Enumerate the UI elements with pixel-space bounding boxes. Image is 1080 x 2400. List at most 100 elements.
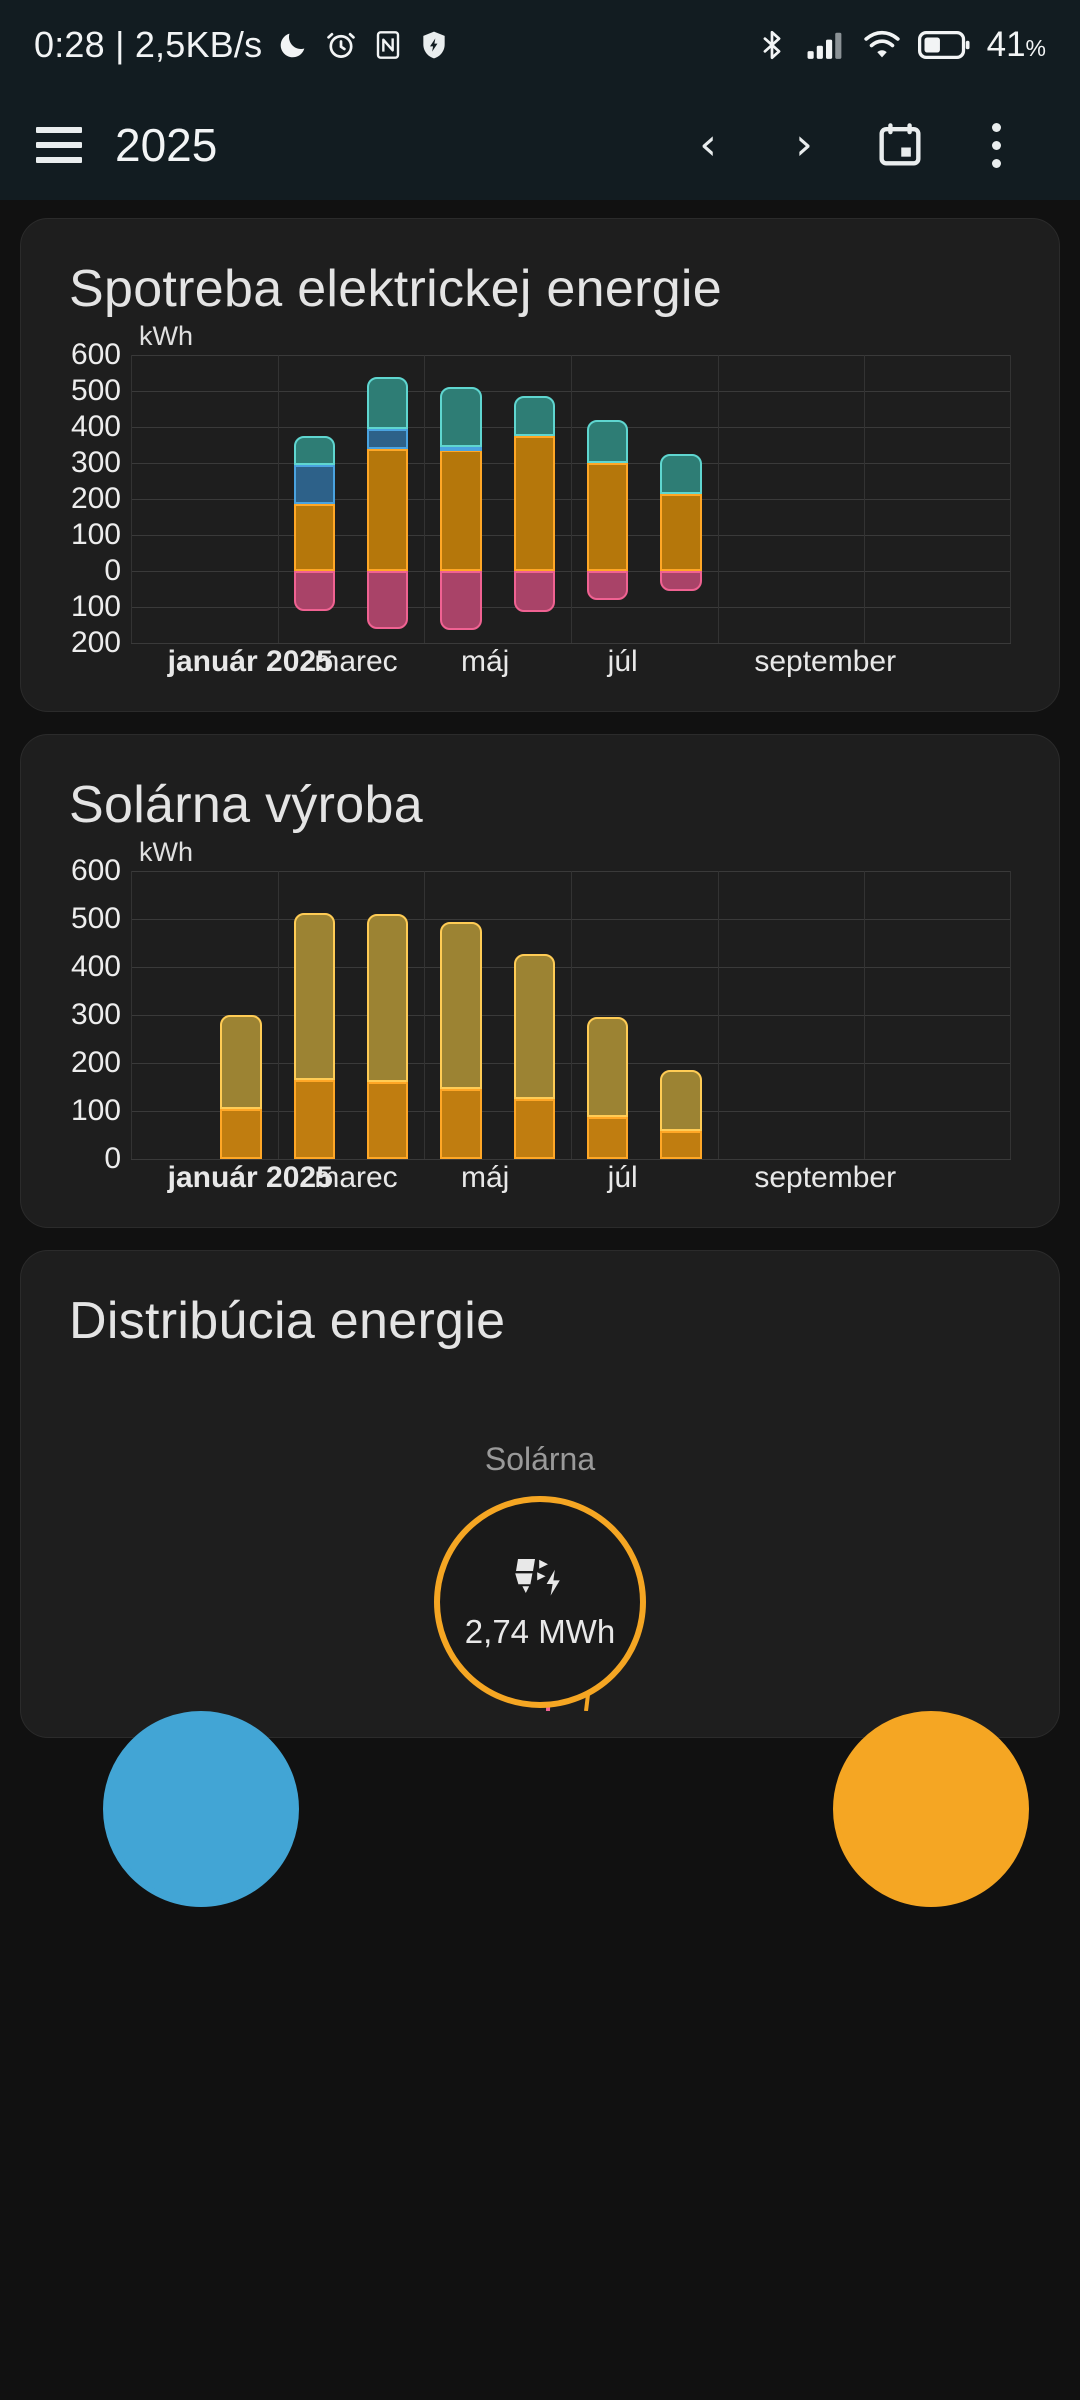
hamburger-icon[interactable] [36, 127, 82, 163]
gridline-vertical [131, 355, 132, 643]
node-secondary-right[interactable] [833, 1711, 1029, 1907]
solar-panel-bolt-icon [510, 1553, 570, 1607]
bar-segment-teal [440, 387, 482, 447]
status-bar: 0:28 | 2,5KB/s [0, 0, 1080, 90]
status-bar-left: 0:28 | 2,5KB/s [34, 24, 450, 66]
x-axis-consumption: január 2025 marec máj júl september [131, 645, 1011, 685]
bar-segment-light-olive [513, 954, 555, 1099]
bar-máj[interactable] [440, 355, 482, 643]
y-axis-tick: 500 [70, 374, 121, 407]
bar-segment-pink [660, 571, 702, 591]
x-axis-tick: marec [314, 645, 398, 678]
bar-február[interactable] [220, 355, 261, 643]
bar-júl[interactable] [587, 355, 629, 643]
bar-segment-teal [587, 419, 629, 463]
bar-júl[interactable] [587, 871, 629, 1159]
x-axis-tick: január 2025 [167, 645, 333, 678]
node-solar[interactable]: 2,74 MWh [434, 1496, 646, 1708]
bar-segment-dark-orange [440, 1089, 482, 1159]
status-clock: 0:28 | 2,5KB/s [34, 24, 263, 65]
signal-icon [806, 28, 846, 62]
bar-segment-pink [367, 571, 409, 629]
bar-segment-orange [367, 448, 409, 571]
gridline-vertical [717, 871, 719, 1159]
gridline-vertical [277, 871, 279, 1159]
y-axis-tick: 200 [70, 1046, 121, 1079]
gridline-vertical [424, 871, 426, 1159]
node-secondary-left[interactable] [103, 1711, 299, 1907]
bar-marec[interactable] [293, 871, 335, 1159]
bar-segment-dark-orange [220, 1108, 262, 1159]
chevron-right-icon: › [795, 119, 813, 170]
bar-segment-dark-orange [660, 1131, 702, 1159]
content-scroll[interactable]: Spotreba elektrickej energie kWh 600 500 4… [0, 200, 1080, 1907]
battery-percent: 41% [987, 25, 1046, 65]
y-axis-tick: 100 [70, 590, 121, 623]
x-axis-tick: júl [607, 1161, 638, 1194]
bar-segment-pink [513, 571, 555, 613]
bar-segment-blue [293, 464, 335, 505]
x-axis-solar: január 2025 marec máj júl september [131, 1161, 1011, 1201]
bar-august[interactable] [660, 355, 702, 643]
node-value-solar: 2,74 MWh [464, 1613, 616, 1650]
overflow-menu-button[interactable] [948, 97, 1044, 193]
card-consumption[interactable]: Spotreba elektrickej energie kWh 600 500 4… [20, 218, 1060, 712]
card-title-solar: Solárna výroba [69, 776, 423, 834]
chart-consumption[interactable]: kWh 600 500 400 300 200 100 0 100 200 január 202… [51, 321, 1029, 685]
card-distribution[interactable]: Distribúcia energie Solárna [20, 1250, 1060, 1907]
bar-segment-orange [293, 504, 335, 571]
bar-segment-light-olive [293, 912, 335, 1080]
app-bar: 2025 ‹ › [0, 90, 1080, 200]
x-axis-tick: júl [607, 645, 638, 678]
bar-segment-teal [660, 454, 702, 494]
gridline-vertical [864, 355, 866, 643]
bar-segment-teal [293, 436, 335, 465]
more-vertical-icon [991, 122, 1001, 168]
x-axis-tick: máj [461, 645, 510, 678]
battery-percent-value: 41 [986, 25, 1026, 64]
page-title: 2025 [115, 119, 218, 171]
bar-segment-light-olive [220, 1015, 262, 1109]
y-axis-unit-consumption: kWh [139, 321, 193, 351]
percent-sign: % [1025, 35, 1046, 61]
gridline-vertical [277, 355, 279, 643]
y-axis-tick: 300 [70, 998, 121, 1031]
bar-august[interactable] [660, 871, 702, 1159]
node-label-solar: Solárna [484, 1441, 596, 1477]
gridline-horizontal [131, 1159, 1011, 1160]
bar-segment-light-olive [587, 1016, 629, 1117]
bar-apríl[interactable] [367, 871, 409, 1159]
x-axis-tick: máj [461, 1161, 510, 1194]
x-axis-tick: marec [314, 1161, 398, 1194]
chart-solar[interactable]: kWh 600 500 400 300 200 100 0 január 2025 marec… [51, 837, 1029, 1201]
y-axis-tick: 0 [104, 1142, 121, 1175]
card-solar[interactable]: Solárna výroba kWh 600 500 400 300 200 100 0 j… [20, 734, 1060, 1228]
y-axis-tick: 500 [70, 902, 121, 935]
bar-segment-dark-orange [367, 1082, 409, 1159]
bar-segment-pink [293, 571, 335, 611]
bar-segment-orange [513, 436, 555, 571]
card-title-consumption: Spotreba elektrickej energie [69, 260, 722, 318]
x-axis-tick: január 2025 [167, 1161, 333, 1194]
gridline-vertical [424, 355, 426, 643]
bar-máj[interactable] [440, 871, 482, 1159]
bar-jún[interactable] [513, 871, 555, 1159]
alarm-icon [324, 28, 358, 62]
y-axis-tick: 400 [70, 410, 121, 443]
calendar-button[interactable] [852, 97, 948, 193]
bar-segment-orange [660, 493, 702, 571]
y-axis-unit-solar: kWh [139, 837, 193, 867]
y-axis-tick: 300 [70, 446, 121, 479]
previous-period-button[interactable]: ‹ [660, 97, 756, 193]
calendar-icon [875, 120, 925, 170]
next-period-button[interactable]: › [756, 97, 852, 193]
wifi-icon [863, 28, 901, 62]
energy-distribution-diagram[interactable]: Solárna 2,74 MWh [51, 1381, 1029, 1907]
bar-marec[interactable] [293, 355, 335, 643]
bar-február[interactable] [220, 871, 262, 1159]
moon-icon [276, 28, 310, 62]
bar-segment-light-olive [367, 914, 409, 1083]
bar-segment-dark-orange [293, 1079, 335, 1159]
bar-apríl[interactable] [367, 355, 409, 643]
bar-jún[interactable] [513, 355, 555, 643]
